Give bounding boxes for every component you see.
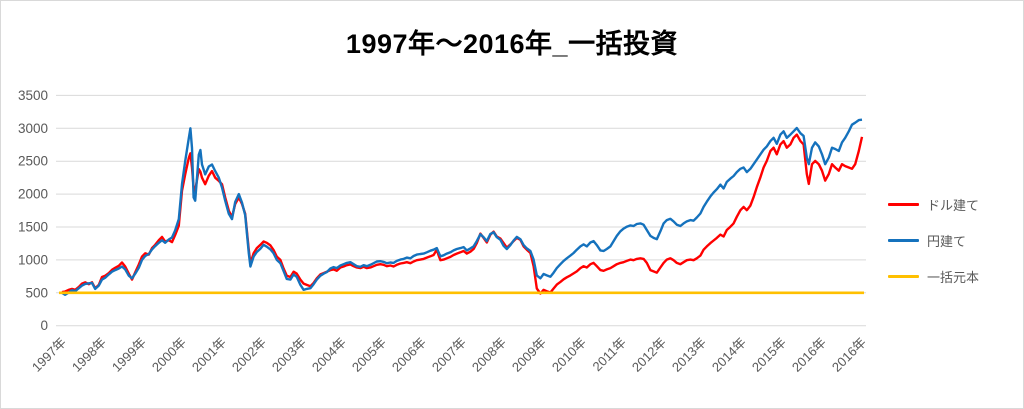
x-axis-tick-label: 2012年	[629, 335, 669, 375]
y-axis-tick-label: 3500	[18, 88, 48, 103]
x-axis-tick-label: 2005年	[349, 335, 389, 375]
x-axis-tick-label: 2014年	[709, 335, 749, 375]
x-axis-tick-label: 2008年	[469, 335, 509, 375]
x-axis-tick-label: 2016年	[829, 335, 869, 375]
series-line-yen	[61, 118, 863, 296]
x-axis-tick-label: 2007年	[429, 335, 469, 375]
x-axis-tick-label: 1997年	[29, 335, 69, 375]
legend-item-principal: 一括元本	[888, 268, 980, 285]
x-axis-tick-label: 2004年	[309, 335, 349, 375]
y-axis-tick-label: 0	[40, 318, 48, 333]
y-axis-tick-label: 2000	[18, 187, 48, 202]
legend-label-yen: 円建て	[927, 233, 967, 249]
x-axis-tick-label: 2001年	[189, 335, 229, 375]
x-axis-tick-label: 1998年	[69, 335, 109, 375]
x-axis-tick-label: 2010年	[549, 335, 589, 375]
x-axis-tick-label: 2013年	[669, 335, 709, 375]
legend-label-principal: 一括元本	[927, 269, 980, 285]
x-axis-tick-label: 2015年	[749, 335, 789, 375]
legend-item-dollar: ドル建て	[888, 196, 980, 213]
yen-series-swatch	[888, 238, 919, 242]
y-axis-tick-label: 500	[25, 285, 48, 300]
legend-item-yen: 円建て	[888, 232, 979, 249]
y-axis-tick-label: 2500	[18, 154, 48, 169]
x-axis-tick-label: 1999年	[109, 335, 149, 375]
x-axis-tick-label: 2016年	[789, 335, 829, 375]
dollar-series-swatch	[888, 202, 919, 206]
y-axis-tick-label: 1500	[18, 220, 48, 235]
y-axis-tick-label: 1000	[18, 252, 48, 267]
x-axis-tick-label: 2006年	[389, 335, 429, 375]
x-axis-tick-label: 2000年	[149, 335, 189, 375]
x-axis-tick-label: 2002年	[229, 335, 269, 375]
series-line-dollar	[61, 133, 864, 295]
chart-title: 1997年～2016年_一括投資	[345, 29, 679, 59]
x-axis-tick-label: 2009年	[509, 335, 549, 375]
y-axis-tick-label: 3000	[18, 121, 48, 136]
x-axis-tick-label: 2003年	[269, 335, 309, 375]
x-axis-tick-label: 2011年	[590, 335, 630, 375]
principal-series-swatch	[888, 274, 919, 278]
chart-legend: ドル建て 円建て 一括元本	[888, 196, 979, 304]
legend-label-dollar: ドル建て	[927, 197, 980, 213]
